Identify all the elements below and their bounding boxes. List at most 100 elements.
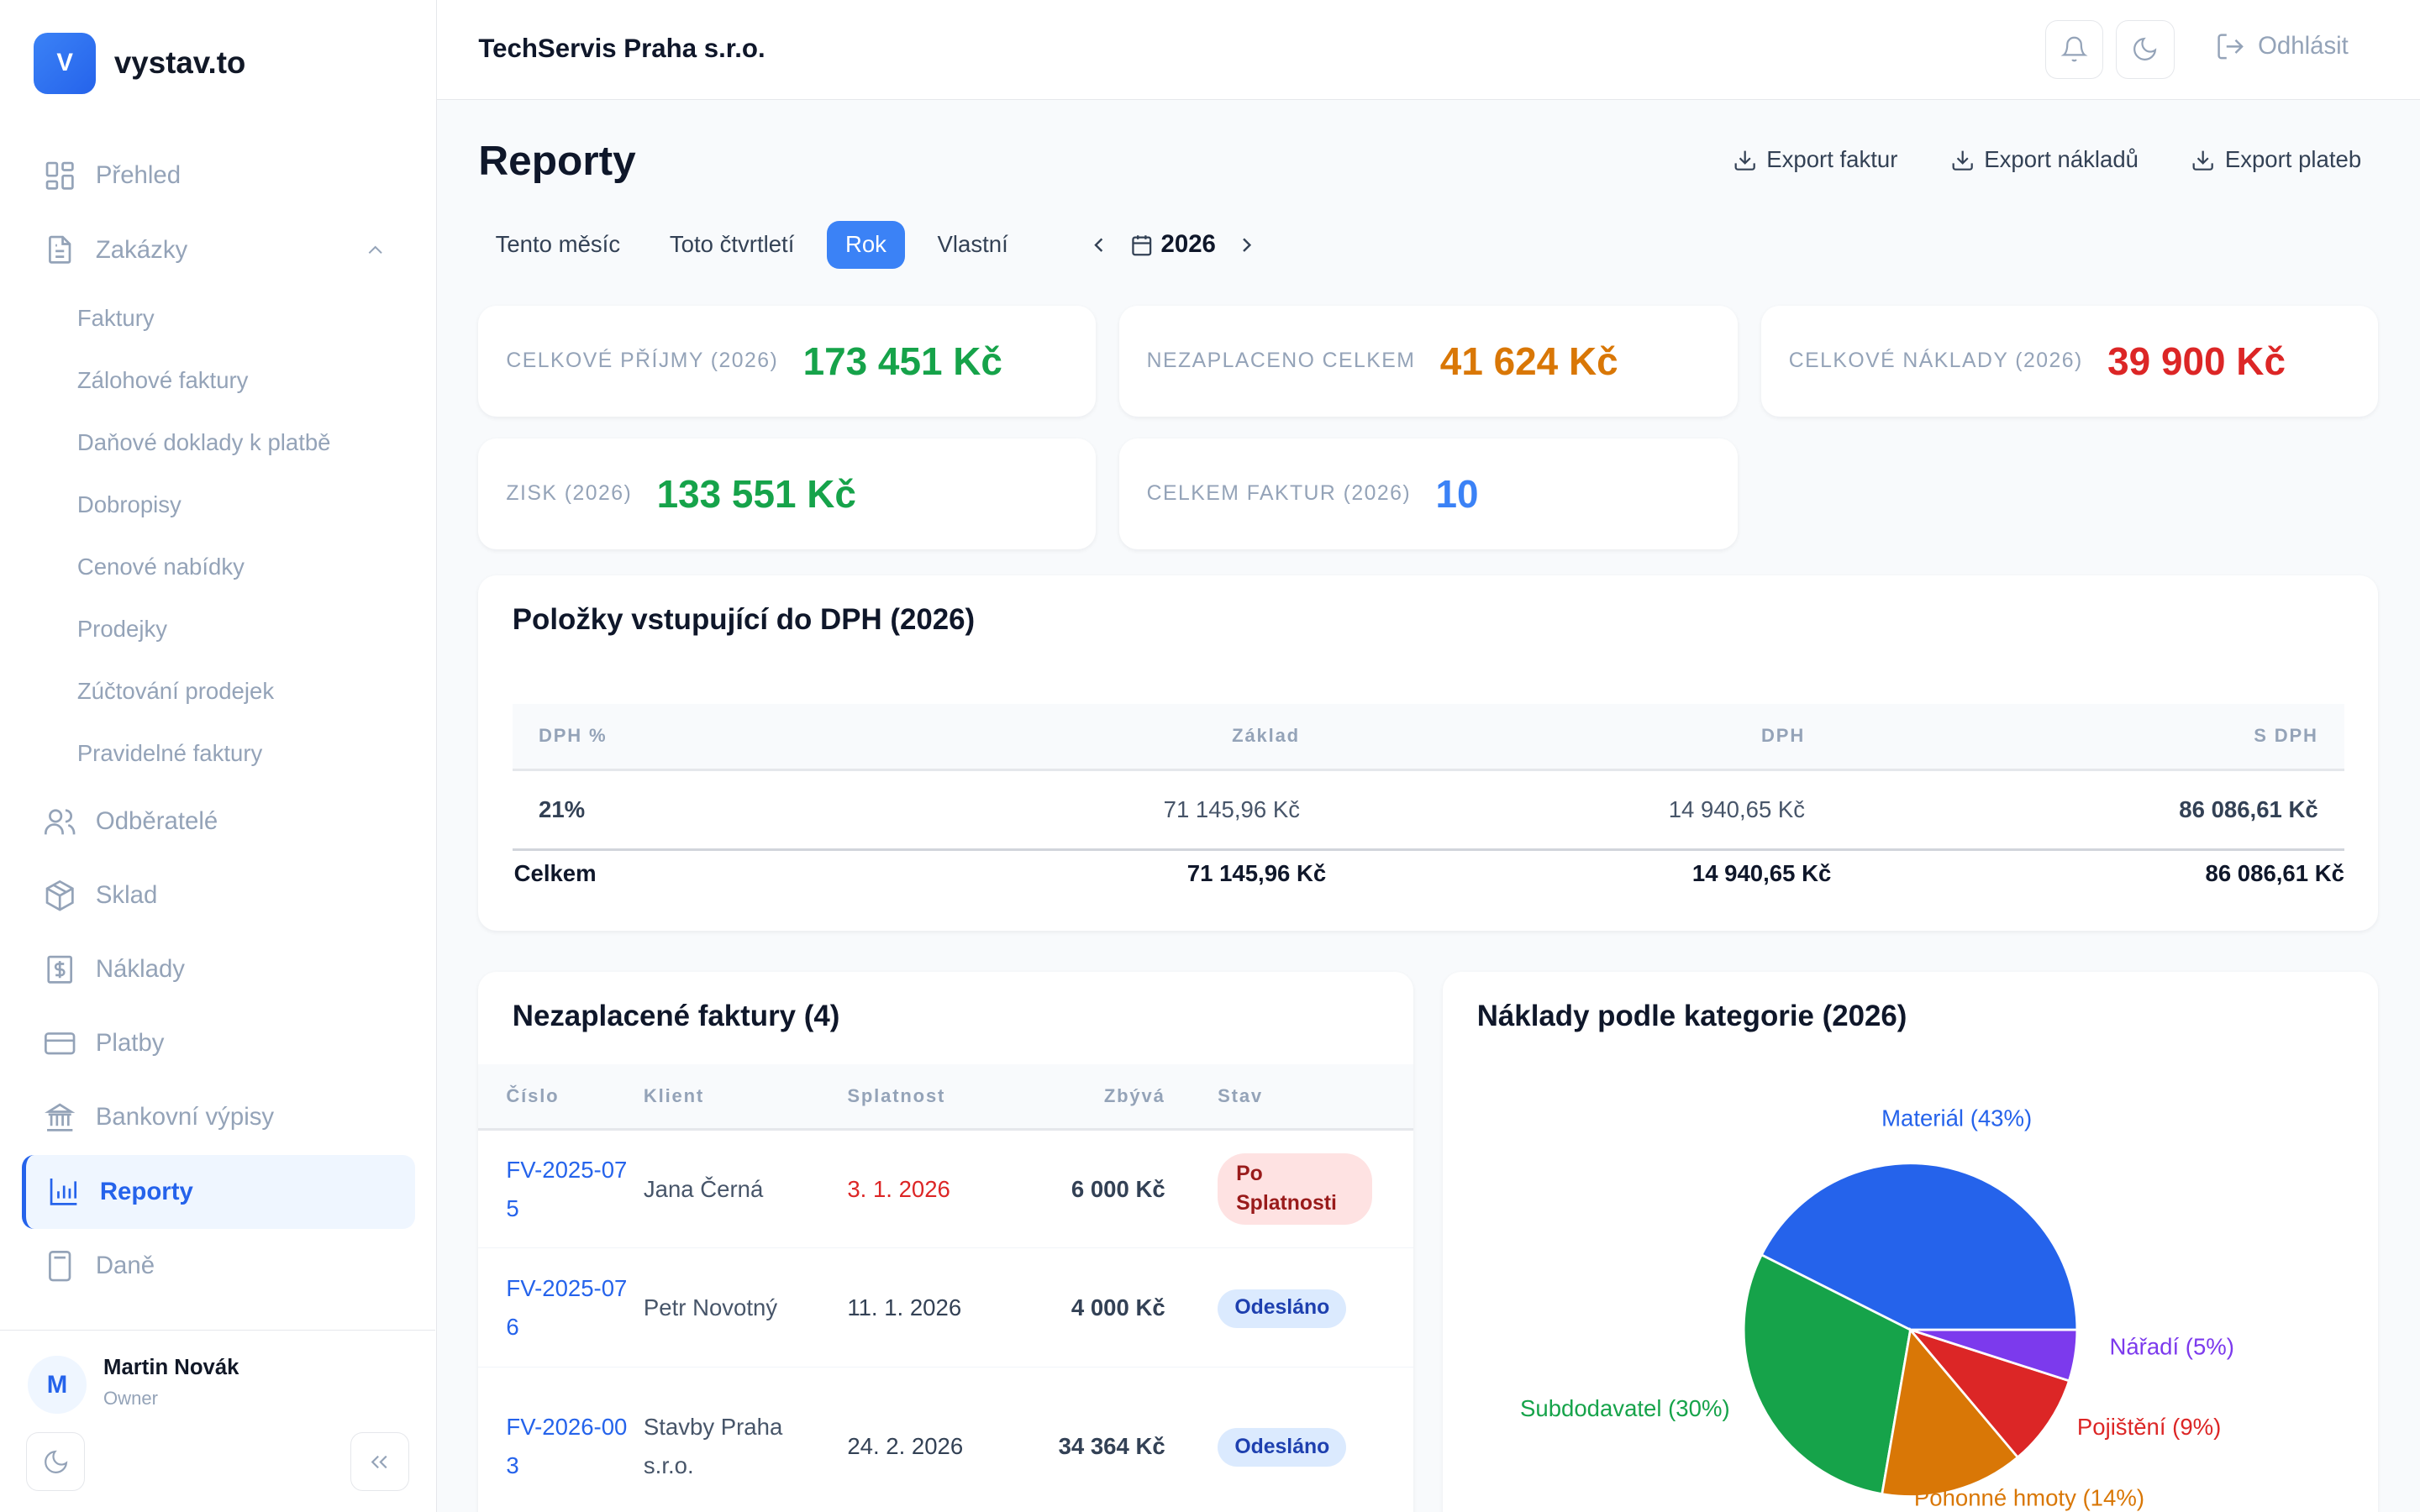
sidebar-item-reporty[interactable]: Reporty <box>21 1154 416 1229</box>
invoice-number-link[interactable]: FV-2026-003 <box>478 1367 644 1512</box>
export-actions: Export faktur Export nákladů Export plat… <box>1733 146 2361 173</box>
logo[interactable]: V vystav.to <box>34 32 245 95</box>
sidebar-item-dane[interactable]: Daně <box>22 1229 415 1303</box>
cell: 86 086,61 Kč <box>2179 796 2318 823</box>
collapse-sidebar-button[interactable] <box>350 1432 409 1492</box>
sidebar-subitem-pravidelne-faktury[interactable]: Pravidelné faktury <box>76 739 263 766</box>
status-badge: Po Splatnosti <box>1218 1153 1372 1225</box>
sidebar-item-label: Daně <box>95 1251 155 1279</box>
stat-card-costs: Celkové náklady (2026) 39 900 Kč <box>1760 305 2379 417</box>
period-custom[interactable]: Vlastní <box>937 231 1008 258</box>
pie-label: Pojištění (9%) <box>2077 1414 2221 1440</box>
column-header: S DPH <box>1831 703 2344 771</box>
sidebar-subitem-dobropisy[interactable]: Dobropisy <box>76 491 182 517</box>
chart-title: Náklady podle kategorie (2026) <box>1476 1000 1907 1033</box>
pie-slice-nářadí[interactable] <box>1910 1328 2079 1383</box>
sidebar-item-odberatele[interactable]: Odběratelé <box>22 785 415 858</box>
pie-slice-subdodavatel[interactable] <box>1743 1253 1912 1496</box>
sidebar-item-platby[interactable]: Platby <box>22 1006 415 1080</box>
cell: 71 145,96 Kč <box>1163 796 1300 823</box>
export-costs-button[interactable]: Export nákladů <box>1950 146 2139 173</box>
download-icon <box>2193 150 2214 171</box>
sidebar-item-prehled[interactable]: Přehled <box>22 139 415 213</box>
credit-card-icon <box>45 1032 76 1055</box>
total-row: Celkem 71 145,96 Kč 14 940,65 Kč 86 086,61 … <box>512 848 2344 897</box>
sidebar-item-label: Sklad <box>95 880 158 909</box>
stat-value: 10 <box>1435 471 1479 516</box>
column-header: Číslo <box>478 1064 644 1131</box>
chevron-up-icon[interactable] <box>363 238 387 262</box>
sidebar-subitem-zalohove-faktury[interactable]: Zálohové faktury <box>76 366 249 393</box>
remaining-amount: 6 000 Kč <box>1017 1129 1178 1249</box>
export-label: Export faktur <box>1766 146 1898 173</box>
stat-card-invoice-count: Celkem faktur (2026) 10 <box>1118 438 1739 549</box>
dollar-receipt-icon <box>47 955 73 984</box>
sidebar-item-label: Přehled <box>95 161 182 190</box>
period-year[interactable]: Rok <box>826 220 905 270</box>
due-date: 24. 2. 2026 <box>847 1367 1018 1512</box>
sidebar-item-label: Zakázky <box>95 235 188 264</box>
table-row[interactable]: FV-2025-076 Petr Novotný 11. 1. 2026 4 0… <box>478 1247 1414 1368</box>
chevron-right-icon[interactable] <box>1234 233 1259 257</box>
sidebar-item-label: Platby <box>95 1029 165 1058</box>
stat-value: 41 624 Kč <box>1439 339 1618 383</box>
remaining-amount: 34 364 Kč <box>1017 1367 1178 1512</box>
sidebar-subitem-faktury[interactable]: Faktury <box>76 304 155 331</box>
column-header: DPH % <box>512 703 822 771</box>
sidebar-subitem-danove-doklady[interactable]: Daňové doklady k platbě <box>76 428 331 455</box>
user-role: Owner <box>103 1388 158 1410</box>
moon-icon <box>44 1450 67 1473</box>
stat-value: 133 551 Kč <box>656 471 856 516</box>
sidebar-item-sklad[interactable]: Sklad <box>22 858 415 932</box>
table-row[interactable]: FV-2026-003 Stavby Praha s.r.o. 24. 2. 2… <box>478 1367 1414 1512</box>
cell: 14 940,65 Kč <box>1668 796 1806 823</box>
period-this-month[interactable]: Tento měsíc <box>495 231 621 258</box>
table-row[interactable]: FV-2025-075 Jana Černá 3. 1. 2026 6 000 … <box>478 1129 1414 1249</box>
sidebar-item-bankovni-vypisy[interactable]: Bankovní výpisy <box>22 1080 415 1154</box>
invoice-number-link[interactable]: FV-2025-075 <box>478 1129 644 1249</box>
sidebar-item-label: Náklady <box>95 955 185 984</box>
sidebar-item-zakazky[interactable]: Zakázky <box>22 213 415 286</box>
users-icon <box>45 808 76 834</box>
period-selector: Tento měsíc Toto čtvrtletí Rok Vlastní 2… <box>478 220 1259 270</box>
pie-slice-pojištění[interactable] <box>1907 1327 2071 1459</box>
dashboard-grid-icon <box>46 161 75 190</box>
pie-slice-materiál[interactable] <box>1760 1162 2079 1331</box>
stat-label: Celkem faktur (2026) <box>1146 481 1412 505</box>
chevron-left-icon[interactable] <box>1086 233 1111 257</box>
status-badge: Odesláno <box>1218 1428 1347 1467</box>
column-header: Základ <box>821 703 1327 771</box>
period-this-quarter[interactable]: Toto čtvrtletí <box>669 231 795 258</box>
pie-slice-pohonné-hmoty[interactable] <box>1881 1327 2020 1498</box>
costs-pie-chart: Materiál (43%) Subdodavatel (30%) Pohonné … <box>1520 1105 2234 1511</box>
notifications-button[interactable] <box>2044 19 2104 79</box>
logout-button[interactable]: Odhlásit <box>2215 31 2349 62</box>
sidebar-subitem-cenove-nabidky[interactable]: Cenové nabídky <box>76 553 245 580</box>
stat-label: Celkové náklady (2026) <box>1788 349 2083 372</box>
pie-label: Pohonné hmoty (14%) <box>1914 1485 2144 1511</box>
column-header: Klient <box>643 1064 848 1131</box>
unpaid-invoices-card: Nezaplacené faktury (4) Číslo Klient Splat… <box>478 972 1414 1512</box>
due-date: 11. 1. 2026 <box>847 1247 1018 1368</box>
download-icon <box>1952 150 1973 171</box>
pie-label: Subdodavatel (30%) <box>1520 1395 1730 1421</box>
theme-toggle-button[interactable] <box>26 1432 85 1492</box>
export-invoices-button[interactable]: Export faktur <box>1733 146 1898 173</box>
year-display[interactable]: 2026 <box>1130 230 1216 259</box>
sidebar-item-label: Bankovní výpisy <box>95 1103 275 1131</box>
chevrons-left-icon <box>371 1455 387 1468</box>
invoice-number-link[interactable]: FV-2025-076 <box>478 1247 644 1368</box>
dark-mode-button[interactable] <box>2116 19 2175 79</box>
sidebar-subitem-prodejky[interactable]: Prodejky <box>76 615 167 642</box>
avatar[interactable]: M <box>28 1355 87 1415</box>
export-label: Export nákladů <box>1984 146 2139 173</box>
stat-card-income: Celkové příjmy (2026) 173 451 Kč <box>478 305 1097 417</box>
calculator-icon <box>49 1250 71 1281</box>
sidebar-subitem-zuctovani-prodejek[interactable]: Zúčtování prodejek <box>76 677 275 704</box>
column-header: Zbývá <box>1017 1064 1178 1131</box>
export-payments-button[interactable]: Export plateb <box>2191 146 2361 173</box>
stat-value: 39 900 Kč <box>2107 339 2286 383</box>
year-value: 2026 <box>1160 230 1216 259</box>
sidebar-item-naklady[interactable]: Náklady <box>22 932 415 1006</box>
stat-value: 173 451 Kč <box>802 339 1002 383</box>
